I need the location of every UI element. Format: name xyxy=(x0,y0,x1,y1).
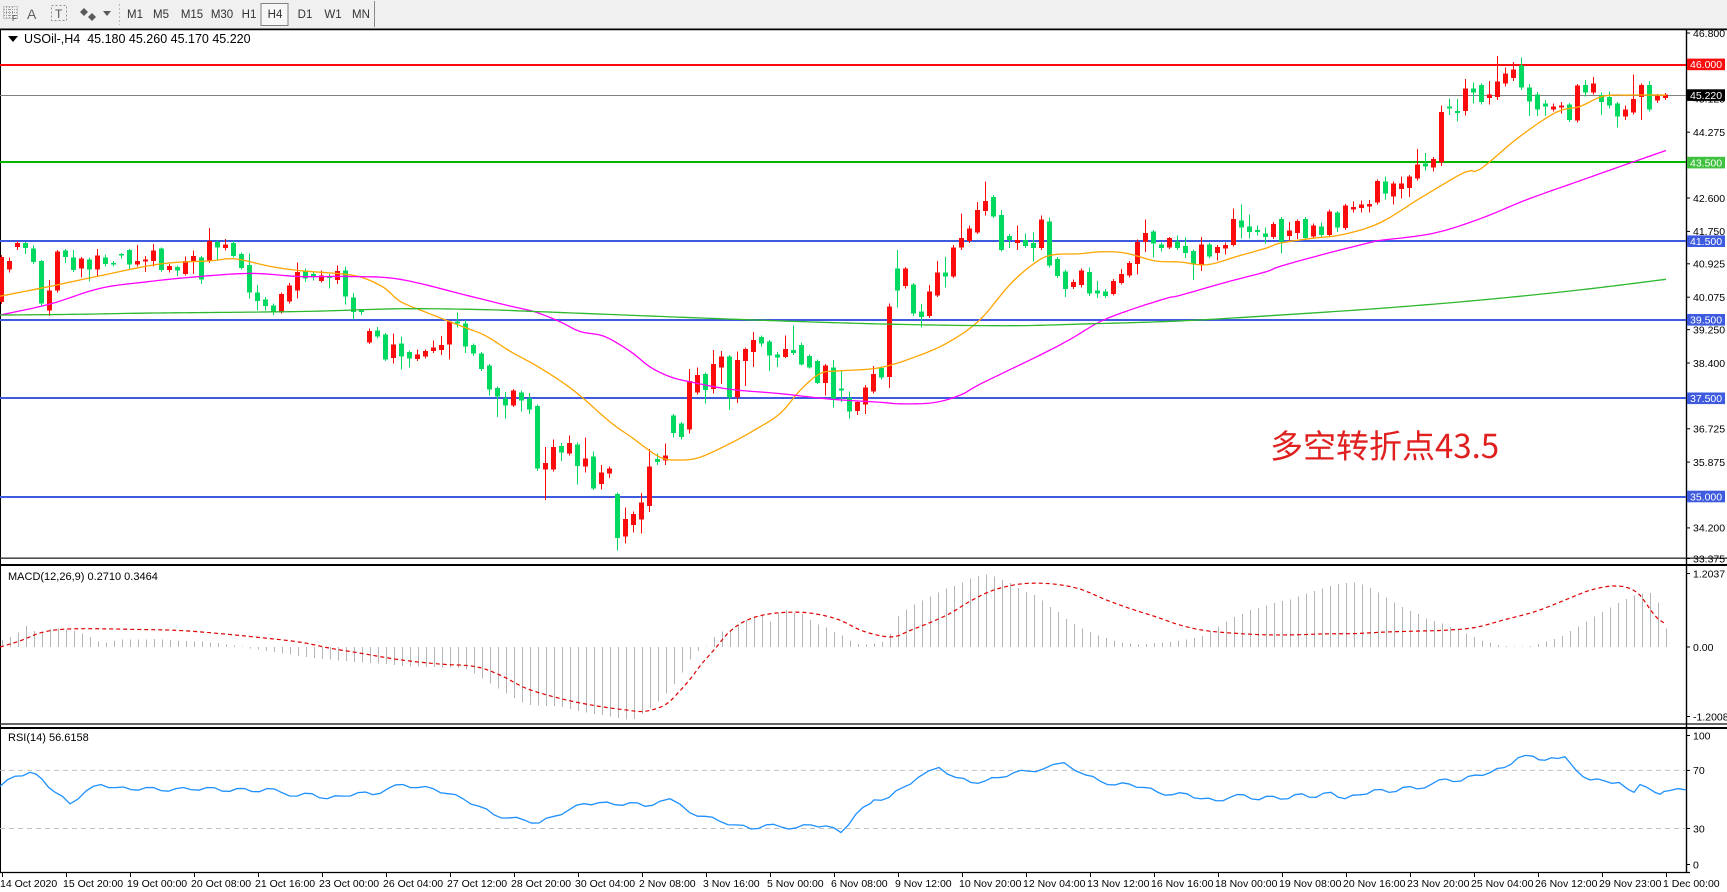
svg-text:26 Nov 12:00: 26 Nov 12:00 xyxy=(1535,878,1598,890)
svg-text:29 Nov 23:00: 29 Nov 23:00 xyxy=(1599,878,1662,890)
svg-text:T: T xyxy=(55,7,63,21)
svg-text:43.500: 43.500 xyxy=(1690,157,1722,169)
svg-text:M30: M30 xyxy=(211,9,233,21)
svg-text:H1: H1 xyxy=(242,9,257,21)
svg-text:41.750: 41.750 xyxy=(1693,226,1725,238)
svg-text:23 Nov 20:00: 23 Nov 20:00 xyxy=(1407,878,1470,890)
svg-text:38.400: 38.400 xyxy=(1693,358,1725,370)
svg-text:25 Nov 04:00: 25 Nov 04:00 xyxy=(1471,878,1534,890)
svg-text:18 Nov 00:00: 18 Nov 00:00 xyxy=(1215,878,1278,890)
svg-text:34.200: 34.200 xyxy=(1693,523,1725,535)
svg-text:19 Nov 08:00: 19 Nov 08:00 xyxy=(1279,878,1342,890)
svg-text:45.220: 45.220 xyxy=(1690,90,1722,102)
svg-text:33.375: 33.375 xyxy=(1693,553,1725,565)
svg-text:H4: H4 xyxy=(268,9,283,21)
svg-text:21 Oct 16:00: 21 Oct 16:00 xyxy=(255,878,315,890)
svg-text:30 Oct 04:00: 30 Oct 04:00 xyxy=(575,878,635,890)
svg-text:MACD(12,26,9) 0.2710 0.3464: MACD(12,26,9) 0.2710 0.3464 xyxy=(8,571,158,583)
svg-text:W1: W1 xyxy=(324,9,341,21)
svg-text:70: 70 xyxy=(1693,765,1705,777)
svg-text:35.875: 35.875 xyxy=(1693,457,1725,469)
svg-text:41.500: 41.500 xyxy=(1690,236,1722,248)
svg-text:2 Nov 08:00: 2 Nov 08:00 xyxy=(639,878,696,890)
svg-text:3 Nov 16:00: 3 Nov 16:00 xyxy=(703,878,760,890)
svg-text:46.000: 46.000 xyxy=(1690,59,1722,71)
svg-text:13 Nov 12:00: 13 Nov 12:00 xyxy=(1087,878,1150,890)
svg-text:100: 100 xyxy=(1693,730,1711,742)
svg-text:0: 0 xyxy=(1693,859,1699,871)
svg-text:26 Oct 04:00: 26 Oct 04:00 xyxy=(383,878,443,890)
svg-text:14 Oct 2020: 14 Oct 2020 xyxy=(0,878,57,890)
svg-text:20 Nov 16:00: 20 Nov 16:00 xyxy=(1343,878,1406,890)
svg-text:10 Nov 20:00: 10 Nov 20:00 xyxy=(959,878,1022,890)
svg-text:42.600: 42.600 xyxy=(1693,193,1725,205)
svg-text:23 Oct 00:00: 23 Oct 00:00 xyxy=(319,878,379,890)
svg-text:27 Oct 12:00: 27 Oct 12:00 xyxy=(447,878,507,890)
svg-text:6 Nov 08:00: 6 Nov 08:00 xyxy=(831,878,888,890)
svg-text:M1: M1 xyxy=(127,9,143,21)
svg-text:20 Oct 08:00: 20 Oct 08:00 xyxy=(191,878,251,890)
svg-text:0.00: 0.00 xyxy=(1693,642,1714,654)
svg-text:12 Nov 04:00: 12 Nov 04:00 xyxy=(1023,878,1086,890)
svg-text:28 Oct 20:00: 28 Oct 20:00 xyxy=(511,878,571,890)
svg-text:USOil-,H4 45.180 45.260 45.17: USOil-,H4 45.180 45.260 45.170 45.220 xyxy=(24,32,251,46)
svg-text:1.2037: 1.2037 xyxy=(1693,568,1725,580)
svg-text:MN: MN xyxy=(352,9,370,21)
svg-text:39.250: 39.250 xyxy=(1693,324,1725,336)
svg-text:1 Dec 00:00: 1 Dec 00:00 xyxy=(1663,878,1720,890)
svg-text:-1.2008: -1.2008 xyxy=(1693,711,1727,723)
svg-text:40.075: 40.075 xyxy=(1693,292,1725,304)
svg-text:44.275: 44.275 xyxy=(1693,127,1725,139)
svg-text:39.500: 39.500 xyxy=(1690,315,1722,327)
svg-text:19 Oct 00:00: 19 Oct 00:00 xyxy=(127,878,187,890)
svg-text:35.000: 35.000 xyxy=(1690,491,1722,503)
svg-text:D1: D1 xyxy=(298,9,313,21)
svg-text:M5: M5 xyxy=(153,9,169,21)
svg-text:40.925: 40.925 xyxy=(1693,259,1725,271)
svg-text:5 Nov 00:00: 5 Nov 00:00 xyxy=(767,878,824,890)
svg-text:36.725: 36.725 xyxy=(1693,424,1725,436)
svg-text:46.800: 46.800 xyxy=(1693,28,1725,40)
svg-text:30: 30 xyxy=(1693,823,1705,835)
svg-text:37.500: 37.500 xyxy=(1690,393,1722,405)
svg-text:15 Oct 20:00: 15 Oct 20:00 xyxy=(63,878,123,890)
svg-text:9 Nov 12:00: 9 Nov 12:00 xyxy=(895,878,952,890)
svg-text:16 Nov 16:00: 16 Nov 16:00 xyxy=(1151,878,1214,890)
svg-text:RSI(14) 56.6158: RSI(14) 56.6158 xyxy=(8,732,89,744)
svg-text:A: A xyxy=(27,6,37,22)
svg-text:F: F xyxy=(12,14,17,23)
svg-text:M15: M15 xyxy=(181,9,203,21)
